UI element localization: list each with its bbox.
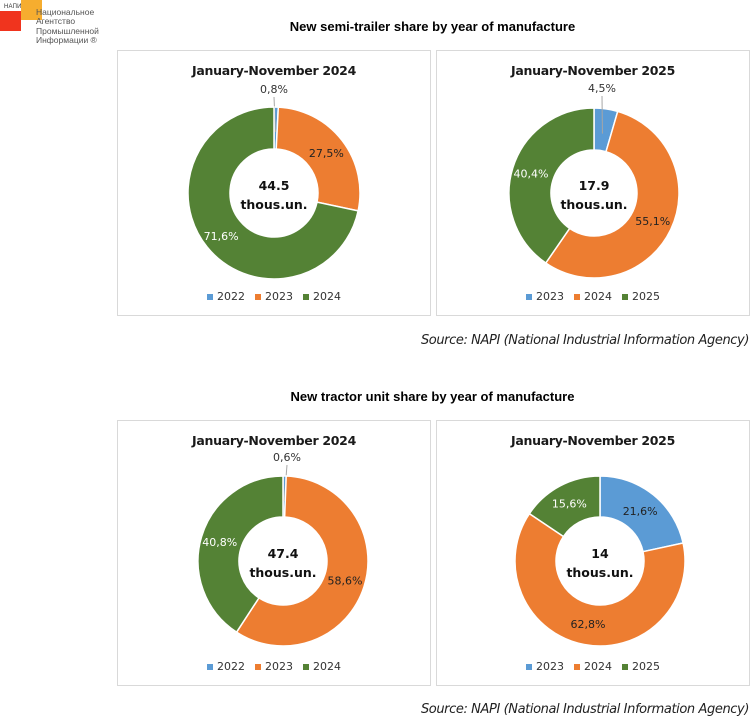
chart-panel: January-November 2024 0,8% 27,5% 71,6% 44.5… [117, 50, 431, 316]
chart-title: January-November 2025 [511, 63, 675, 78]
source-note: Source: NAPI (National Industrial Inform… [420, 702, 749, 717]
legend-swatch [207, 663, 213, 670]
donut-segment-2023 [599, 475, 684, 553]
leader-line [273, 96, 277, 133]
chart-legend: 2023 2024 2025 [437, 290, 749, 303]
legend-item-2023: 2023 [255, 290, 293, 303]
logo-line: Промышленной [36, 25, 99, 36]
legend-label: 2024 [313, 290, 341, 303]
legend-swatch [622, 663, 628, 670]
data-label-2025: 15,6% [552, 498, 587, 511]
donut-segment-2025 [528, 475, 601, 538]
logo-line: Национальное [36, 7, 95, 17]
legend-label: 2024 [584, 660, 612, 673]
data-label-2022: 0,6% [273, 451, 301, 464]
legend-item-2024: 2024 [303, 660, 341, 673]
legend-swatch [255, 663, 261, 670]
legend-label: 2023 [536, 660, 564, 673]
donut-segment-2023 [235, 475, 369, 647]
legend-label: 2023 [265, 290, 293, 303]
legend-item-2024: 2024 [303, 290, 341, 303]
legend-label: 2023 [265, 660, 293, 673]
legend-swatch [303, 663, 309, 670]
logo-red-square [0, 11, 21, 31]
center-total-unit: thous.un. [566, 565, 633, 580]
logo-line: Агентство [36, 16, 76, 27]
data-label-2024: 55,1% [635, 215, 670, 228]
chart-legend: 2022 2023 2024 [118, 290, 430, 303]
section-title-semitrailer: New semi-trailer share by year of manufa… [289, 19, 576, 34]
donut-segment-2024 [544, 110, 680, 279]
data-label-2022: 0,8% [260, 83, 288, 96]
chart-title: January-November 2024 [192, 63, 356, 78]
legend-item-2023: 2023 [526, 290, 564, 303]
chart-panel: January-November 2025 21,6% 62,8% 15,6% 14 t… [436, 420, 750, 686]
donut-segment-2023 [275, 106, 361, 212]
data-label-2023: 27,5% [309, 147, 344, 160]
chart-title: January-November 2024 [192, 433, 356, 448]
chart-panel: January-November 2025 4,5% 55,1% 40,4% 17.9… [436, 50, 750, 316]
legend-swatch [303, 293, 309, 300]
center-total-value: 47.4 [268, 546, 299, 561]
donut-chart: 4,5% 55,1% 40,4% 17.9 thous.un. [508, 82, 680, 279]
legend-label: 2022 [217, 290, 245, 303]
legend-label: 2022 [217, 660, 245, 673]
chart-panel: January-November 2024 0,6% 58,6% 40,8% 47.4… [117, 420, 431, 686]
center-total-unit: thous.un. [249, 565, 316, 580]
chart-title: January-November 2025 [511, 433, 675, 448]
napi-logo: НАПИ Национальное Агентство Промышленной… [0, 0, 110, 45]
legend-label: 2025 [632, 290, 660, 303]
chart-legend: 2022 2023 2024 [118, 660, 430, 673]
logo-orange-square [21, 0, 42, 20]
chart-legend: 2023 2024 2025 [437, 660, 749, 673]
center-total-unit: thous.un. [240, 197, 307, 212]
center-total-value: 44.5 [259, 178, 290, 193]
legend-item-2023: 2023 [526, 660, 564, 673]
legend-item-2022: 2022 [207, 290, 245, 303]
legend-label: 2024 [313, 660, 341, 673]
donut-segment-2024 [187, 106, 360, 280]
data-label-2024: 71,6% [204, 230, 239, 243]
data-label-2023: 21,6% [623, 505, 658, 518]
donut-segment-2024 [514, 512, 686, 647]
data-label-2025: 40,4% [514, 167, 549, 180]
legend-swatch [526, 293, 532, 300]
data-label-2024: 40,8% [202, 536, 237, 549]
donut-segment-2024 [197, 475, 284, 634]
legend-swatch [207, 293, 213, 300]
center-total-value: 17.9 [579, 178, 610, 193]
center-total-unit: thous.un. [560, 197, 627, 212]
legend-item-2024: 2024 [574, 290, 612, 303]
legend-item-2023: 2023 [255, 660, 293, 673]
legend-swatch [622, 293, 628, 300]
data-label-2023: 58,6% [327, 575, 362, 588]
legend-label: 2023 [536, 290, 564, 303]
legend-label: 2024 [584, 290, 612, 303]
legend-item-2022: 2022 [207, 660, 245, 673]
legend-swatch [526, 663, 532, 670]
data-label-2023: 4,5% [588, 82, 616, 95]
donut-segment-2025 [508, 107, 595, 265]
logo-abbr: НАПИ [4, 4, 22, 10]
legend-swatch [574, 293, 580, 300]
legend-swatch [574, 663, 580, 670]
donut-chart: 0,6% 58,6% 40,8% 47.4 thous.un. [197, 451, 369, 647]
section-title-tractor: New tractor unit share by year of manufa… [290, 389, 575, 404]
legend-item-2024: 2024 [574, 660, 612, 673]
center-total-value: 14 [591, 546, 609, 561]
legend-label: 2025 [632, 660, 660, 673]
donut-chart: 0,8% 27,5% 71,6% 44.5 thous.un. [187, 83, 361, 280]
logo-line: Информации ® [36, 35, 97, 46]
data-label-2024: 62,8% [571, 618, 606, 631]
source-note: Source: NAPI (National Industrial Inform… [420, 333, 749, 348]
legend-swatch [255, 293, 261, 300]
legend-item-2025: 2025 [622, 660, 660, 673]
logo-name: Национальное Агентство Промышленной Инфо… [36, 7, 99, 46]
legend-item-2025: 2025 [622, 290, 660, 303]
donut-chart: 21,6% 62,8% 15,6% 14 thous.un. [514, 475, 686, 647]
